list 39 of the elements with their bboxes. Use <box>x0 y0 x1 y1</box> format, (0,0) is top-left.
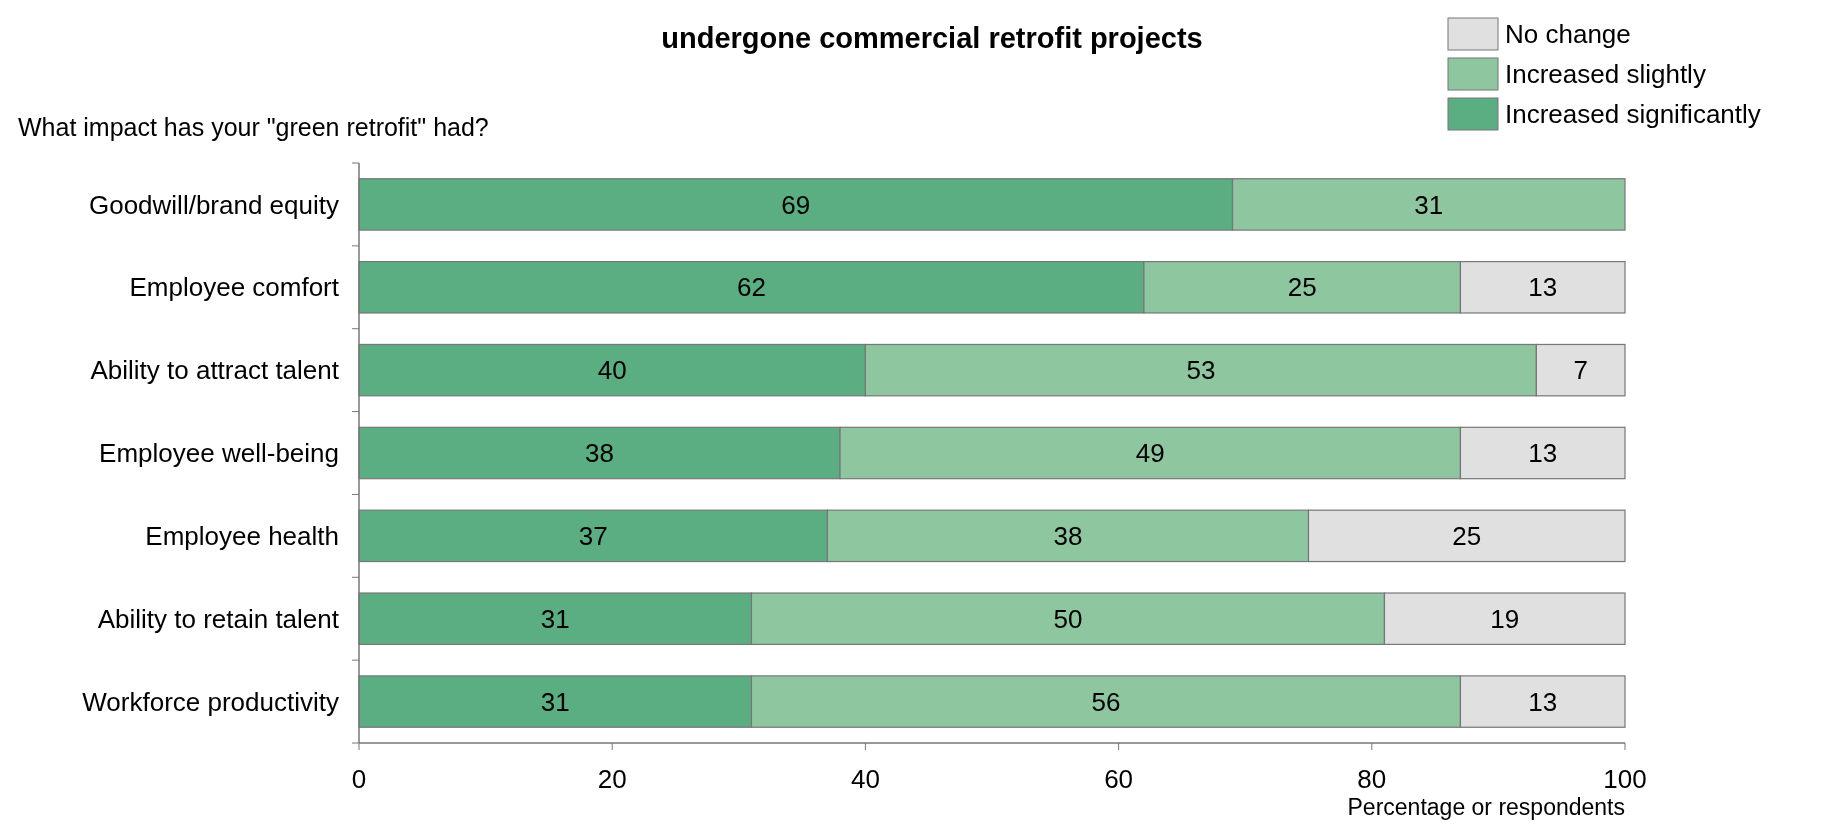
data-label: 25 <box>1287 272 1317 303</box>
chart-title: undergone commercial retrofit projects <box>661 22 1203 54</box>
data-label: 19 <box>1490 603 1520 634</box>
data-label: 40 <box>597 355 627 386</box>
data-label: 13 <box>1528 686 1558 717</box>
data-label: 13 <box>1528 438 1558 469</box>
data-label: 62 <box>737 272 766 303</box>
x-tick-label: 40 <box>850 764 880 794</box>
x-axis-title: Percentage or respondents <box>1347 794 1625 820</box>
data-label: 49 <box>1135 438 1165 469</box>
x-tick-label: 60 <box>1104 764 1134 794</box>
x-tick-label: 80 <box>1357 764 1387 794</box>
data-label: 31 <box>540 686 570 717</box>
y-tick-label: Employee health <box>145 520 339 551</box>
data-label: 7 <box>1573 355 1588 386</box>
data-label: 31 <box>540 603 570 634</box>
data-label: 50 <box>1053 603 1083 634</box>
data-label: 37 <box>578 520 608 551</box>
legend-label: Increased slightly <box>1505 59 1706 90</box>
data-label: 38 <box>585 438 614 469</box>
y-tick-label: Employee well-being <box>99 438 339 469</box>
data-label: 69 <box>781 189 811 220</box>
y-tick-label: Employee comfort <box>129 272 340 303</box>
chart-subtitle: What impact has your "green retrofit" had? <box>18 113 489 141</box>
data-label: 13 <box>1528 272 1558 303</box>
data-label: 53 <box>1186 355 1216 386</box>
y-tick-label: Ability to retain talent <box>97 603 340 634</box>
x-tick-label: 20 <box>597 764 627 794</box>
legend-label: Increased significantly <box>1505 99 1761 130</box>
data-label: 25 <box>1452 520 1482 551</box>
y-tick-label: Goodwill/brand equity <box>88 189 339 220</box>
data-label: 31 <box>1414 189 1444 220</box>
y-tick-label: Ability to attract talent <box>90 355 340 386</box>
data-label: 56 <box>1091 686 1121 717</box>
x-tick-label: 0 <box>351 764 367 794</box>
y-tick-label: Workforce productivity <box>82 686 339 717</box>
legend-label: No change <box>1505 19 1631 50</box>
data-label: 38 <box>1053 520 1083 551</box>
x-tick-label: 100 <box>1603 764 1647 794</box>
